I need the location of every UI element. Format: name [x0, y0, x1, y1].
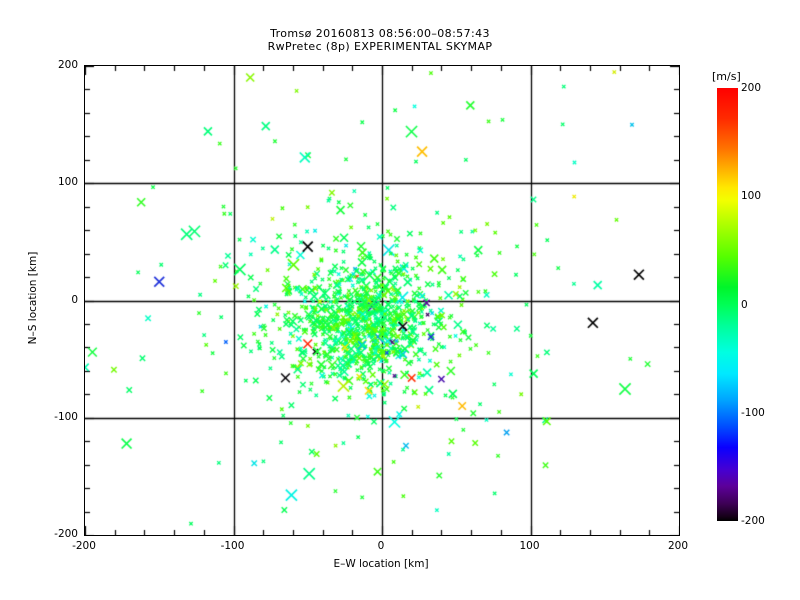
x-tick-label: -200 — [72, 540, 96, 552]
x-axis-label: E–W location [km] — [333, 558, 429, 570]
colorbar-tick-label: 0 — [741, 298, 748, 311]
x-tick-label: 100 — [519, 540, 540, 552]
title-line-2: RwPretec (8p) EXPERIMENTAL SKYMAP — [267, 40, 493, 53]
colorbar-tick-label: -200 — [741, 515, 765, 527]
y-axis-label: N–S location [km] — [27, 251, 39, 345]
scatter-plot-canvas[interactable] — [85, 66, 679, 535]
plot-area[interactable] — [84, 65, 680, 536]
colorbar[interactable] — [717, 88, 738, 521]
y-tick-label: 0 — [71, 293, 78, 306]
x-tick-label: 200 — [667, 540, 689, 552]
colorbar-tick-label: 200 — [741, 82, 762, 94]
title-line-1: Tromsø 20160813 08:56:00–08:57:43 — [270, 27, 490, 40]
y-tick-label: -200 — [54, 528, 78, 540]
y-tick-label: -100 — [54, 410, 78, 423]
x-tick-label: 0 — [377, 540, 385, 552]
colorbar-gradient — [717, 88, 738, 521]
chart-title: Tromsø 20160813 08:56:00–08:57:43 RwPret… — [0, 27, 760, 53]
colorbar-tick-label: -100 — [741, 406, 765, 419]
y-tick-label: 100 — [57, 176, 78, 189]
y-tick-label: 200 — [57, 59, 78, 71]
colorbar-unit-label: [m/s] — [712, 70, 741, 83]
x-tick-label: -100 — [220, 540, 245, 552]
colorbar-tick-label: 100 — [741, 190, 762, 203]
